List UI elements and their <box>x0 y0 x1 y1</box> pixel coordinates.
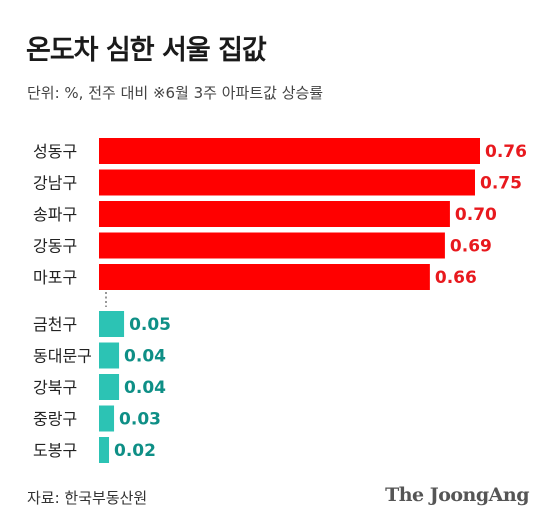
value-label: 0.04 <box>124 347 166 367</box>
chart-title: 온도차 심한 서울 집값 <box>26 35 267 66</box>
bar-bottom-1 <box>99 311 125 337</box>
category-label: 송파구 <box>33 205 77 224</box>
value-label: 0.76 <box>485 142 527 162</box>
bar-bottom-3 <box>99 374 120 400</box>
category-label: 마포구 <box>33 268 77 287</box>
value-label: 0.70 <box>455 205 497 225</box>
value-label: 0.69 <box>450 237 492 257</box>
value-label: 0.02 <box>114 441 156 461</box>
bar-top-3 <box>99 201 450 227</box>
value-label: 0.75 <box>480 174 522 194</box>
category-label: 강북구 <box>33 378 77 397</box>
publisher-logo: The JoongAng <box>385 484 529 506</box>
bar-top-2 <box>99 169 475 196</box>
bar-bottom-4 <box>99 405 115 432</box>
value-label: 0.05 <box>129 315 171 335</box>
category-label: 강남구 <box>33 174 77 193</box>
category-label: 강동구 <box>33 237 77 256</box>
value-label: 0.04 <box>124 378 166 398</box>
bar-top-4 <box>99 232 445 259</box>
bar-top-1 <box>99 138 480 164</box>
bar-bottom-5 <box>99 437 110 463</box>
value-label: 0.66 <box>435 268 477 288</box>
source-note: 자료: 한국부동산원 <box>27 489 148 507</box>
category-label: 금천구 <box>33 315 77 334</box>
chart-subtitle: 단위: %, 전주 대비 ※6월 3주 아파트값 상승률 <box>27 84 324 102</box>
bar-bottom-2 <box>99 342 120 369</box>
bar-top-5 <box>99 264 430 290</box>
category-label: 동대문구 <box>33 347 92 366</box>
value-label: 0.03 <box>119 410 161 430</box>
category-label: 성동구 <box>33 142 77 161</box>
category-label: 중랑구 <box>33 410 77 429</box>
category-label: 도봉구 <box>33 441 77 460</box>
